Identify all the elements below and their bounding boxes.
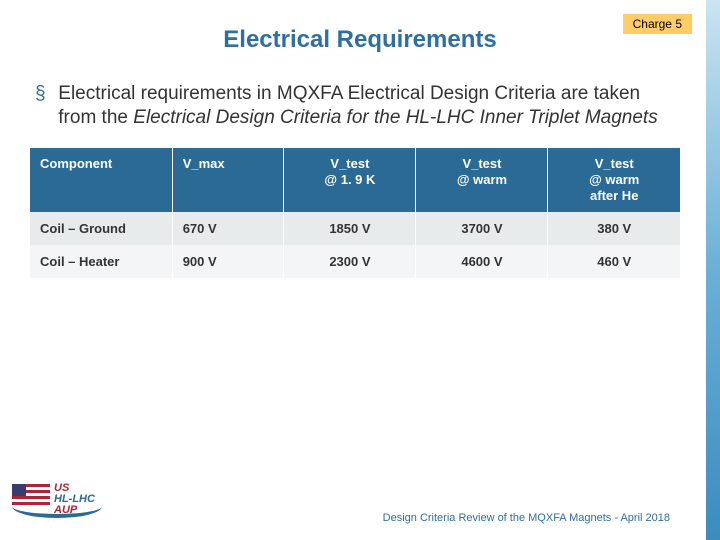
col-component: Component	[30, 148, 172, 213]
col-vtest-19k: V_test @ 1. 9 K	[284, 148, 416, 213]
cell: 670 V	[172, 212, 284, 245]
requirements-table: Component V_max V_test @ 1. 9 K V_test @…	[30, 148, 680, 279]
table-header-row: Component V_max V_test @ 1. 9 K V_test @…	[30, 148, 680, 213]
table-row: Coil – Ground 670 V 1850 V 3700 V 380 V	[30, 212, 680, 245]
cell: 900 V	[172, 245, 284, 278]
cell: 380 V	[548, 212, 680, 245]
bullet-body: § Electrical requirements in MQXFA Elect…	[35, 82, 680, 130]
cell: 2300 V	[284, 245, 416, 278]
logo-swoosh-icon	[12, 504, 102, 518]
table-row: Coil – Heater 900 V 2300 V 4600 V 460 V	[30, 245, 680, 278]
cell: 3700 V	[416, 212, 548, 245]
cell: Coil – Ground	[30, 212, 172, 245]
cell: 4600 V	[416, 245, 548, 278]
page-number: 11	[690, 510, 702, 524]
footer-text: Design Criteria Review of the MQXFA Magn…	[383, 512, 670, 524]
col-vtest-warm-after-he: V_test @ warm after He	[548, 148, 680, 213]
col-vtest-warm: V_test @ warm	[416, 148, 548, 213]
cell: Coil – Heater	[30, 245, 172, 278]
cell: 460 V	[548, 245, 680, 278]
page-title: Electrical Requirements	[0, 0, 720, 54]
project-logo: US HL-LHC AUP	[12, 482, 102, 522]
bullet-italic: Electrical Design Criteria for the HL-LH…	[133, 107, 657, 128]
bullet-text: Electrical requirements in MQXFA Electri…	[58, 82, 668, 130]
col-vmax: V_max	[172, 148, 284, 213]
cell: 1850 V	[284, 212, 416, 245]
bullet-square-icon: §	[35, 82, 53, 106]
side-accent	[706, 0, 720, 540]
charge-badge: Charge 5	[623, 14, 692, 34]
